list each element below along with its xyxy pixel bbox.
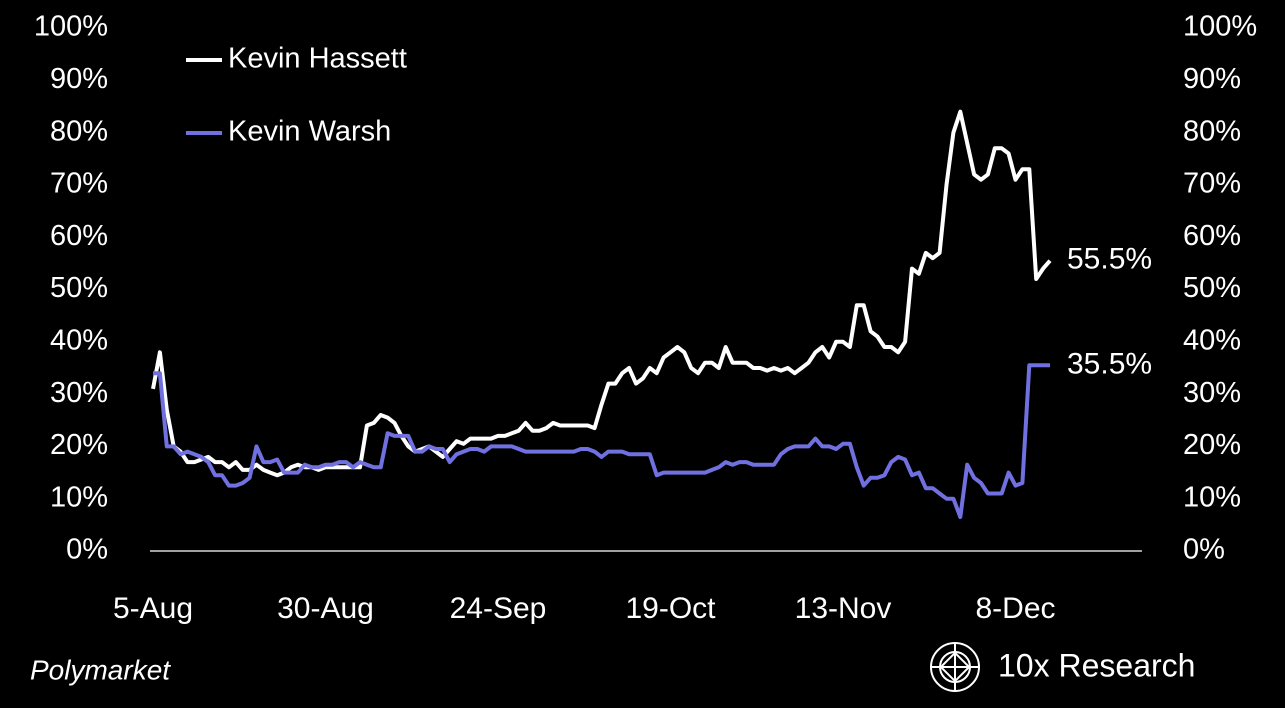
brand: 10x Research [998, 647, 1195, 683]
legend-label: Kevin Hassett [228, 43, 407, 75]
y-tick-label: 30% [50, 377, 108, 409]
x-tick-label: 30-Aug [277, 592, 374, 625]
y2-tick-label: 100% [1183, 11, 1257, 43]
y-tick-label: 50% [50, 272, 108, 304]
series-line [153, 363, 1050, 519]
y-tick-label: 100% [34, 11, 108, 43]
y-tick-label: 0% [66, 534, 108, 566]
brand-logo [930, 642, 980, 692]
y-tick-label: 80% [50, 115, 108, 147]
y2-tick-label: 70% [1183, 168, 1241, 200]
y2-tick-label: 60% [1183, 220, 1241, 252]
y-tick-label: 10% [50, 481, 108, 513]
end-label: 55.5% [1067, 243, 1152, 276]
y-tick-label: 90% [50, 63, 108, 95]
y2-tick-label: 50% [1183, 272, 1241, 304]
y2-tick-label: 40% [1183, 324, 1241, 356]
y-tick-label: 40% [50, 324, 108, 356]
x-tick-label: 5-Aug [113, 592, 193, 625]
x-tick-label: 24-Sep [450, 592, 547, 625]
legend-label: Kevin Warsh [228, 116, 391, 148]
x-tick-label: 8-Dec [975, 592, 1055, 625]
y-tick-label: 20% [50, 429, 108, 461]
end-label: 35.5% [1067, 347, 1152, 380]
x-tick-label: 13-Nov [795, 592, 892, 625]
source: Polymarket [30, 654, 171, 685]
x-tick-label: 19-Oct [625, 592, 716, 625]
y2-tick-label: 90% [1183, 63, 1241, 95]
y-tick-label: 60% [50, 220, 108, 252]
series-line [151, 109, 1052, 478]
y2-tick-label: 10% [1183, 481, 1241, 513]
y-tick-label: 70% [50, 168, 108, 200]
y2-tick-label: 30% [1183, 377, 1241, 409]
y2-tick-label: 20% [1183, 429, 1241, 461]
y2-tick-label: 0% [1183, 534, 1225, 566]
y2-tick-label: 80% [1183, 115, 1241, 147]
